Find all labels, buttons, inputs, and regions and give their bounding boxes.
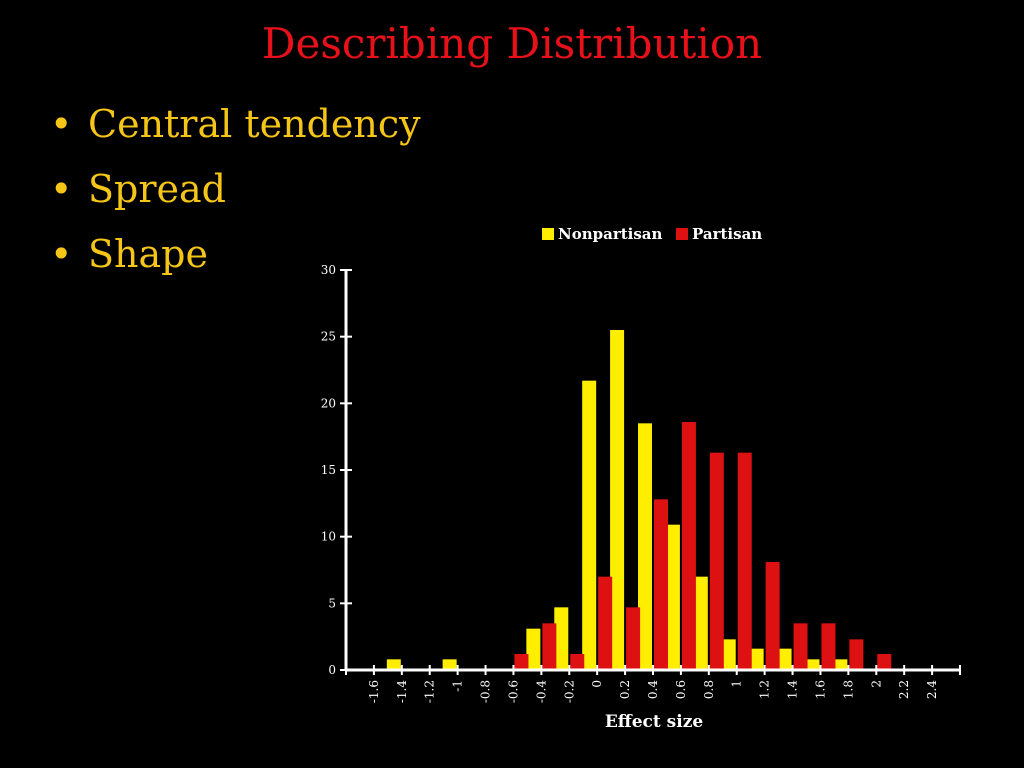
y-tick-label: 30 (321, 263, 336, 277)
bullet-item: • Spread (50, 157, 421, 222)
bar-partisan (877, 654, 892, 670)
legend-label-nonpartisan: Nonpartisan (558, 225, 663, 243)
bullet-glyph: • (50, 232, 73, 276)
x-tick-label: 0.6 (674, 680, 688, 699)
bar-nonpartisan (833, 659, 848, 670)
x-tick-label: -0.4 (534, 680, 548, 704)
x-tick-label: -1 (451, 680, 465, 692)
bar-partisan (542, 623, 557, 670)
bar-partisan (765, 562, 780, 670)
bullet-list: • Central tendency • Spread • Shape (50, 92, 421, 287)
bar-nonpartisan (582, 380, 597, 670)
x-tick-label: 0.4 (646, 680, 660, 699)
bullet-glyph: • (50, 102, 73, 146)
bar-nonpartisan (721, 639, 736, 670)
x-tick-label: 0.2 (618, 680, 632, 699)
bar-nonpartisan (554, 607, 569, 670)
bar-nonpartisan (805, 659, 820, 670)
bullet-item: • Shape (50, 222, 421, 287)
bar-nonpartisan (777, 648, 792, 670)
bullet-text: Shape (88, 232, 208, 276)
y-tick-label: 5 (328, 596, 336, 610)
bar-partisan (821, 623, 836, 670)
bar-partisan (793, 623, 808, 670)
bar-partisan (654, 499, 668, 670)
bullet-item: • Central tendency (50, 92, 421, 157)
bar-nonpartisan (638, 423, 652, 670)
chart-bars (386, 330, 892, 670)
bar-partisan (570, 654, 585, 670)
y-tick-label: 10 (321, 530, 336, 544)
bar-nonpartisan (665, 524, 680, 670)
bar-nonpartisan (693, 576, 708, 670)
bar-partisan (709, 452, 724, 670)
bullet-text: Central tendency (88, 102, 421, 146)
y-tick-label: 25 (321, 330, 336, 344)
chart-legend: Nonpartisan Partisan (542, 225, 762, 243)
x-tick-label: 0.8 (702, 680, 716, 699)
x-tick-label: 0 (590, 680, 604, 688)
bullet-glyph: • (50, 167, 73, 211)
bar-nonpartisan (442, 659, 457, 670)
bar-nonpartisan (749, 648, 764, 670)
bar-nonpartisan (386, 659, 401, 670)
y-tick-label: 15 (321, 463, 336, 477)
legend-swatch-nonpartisan (542, 228, 554, 240)
x-tick-label: -0.2 (562, 680, 576, 703)
legend-swatch-partisan (676, 228, 688, 240)
x-tick-label: 1.6 (813, 680, 827, 699)
y-tick-label: 20 (321, 396, 336, 410)
slide-title: Describing Distribution (261, 19, 763, 68)
x-tick-label: 2 (869, 680, 883, 688)
x-tick-label: -1.6 (367, 680, 381, 703)
bar-partisan (514, 654, 529, 670)
bullet-text: Spread (88, 167, 226, 211)
x-tick-label: -1.2 (423, 680, 437, 703)
bar-nonpartisan (526, 628, 541, 670)
x-tick-label: -0.6 (506, 680, 520, 703)
x-tick-label: 1.2 (758, 680, 772, 699)
x-tick-label: 2.4 (925, 680, 939, 699)
x-axis-title: Effect size (605, 712, 704, 732)
bar-partisan (849, 639, 864, 670)
bar-nonpartisan (610, 330, 625, 670)
bar-partisan (598, 576, 613, 670)
x-tick-label: 1.8 (841, 680, 855, 699)
bar-partisan (681, 422, 696, 670)
x-tick-label: -1.4 (395, 680, 409, 704)
bar-partisan (737, 452, 752, 670)
y-tick-label: 0 (328, 663, 336, 677)
x-tick-label: 1 (730, 680, 744, 688)
legend-label-partisan: Partisan (692, 225, 762, 243)
x-tick-label: 2.2 (897, 680, 911, 699)
x-tick-label: 1.4 (786, 680, 800, 699)
x-tick-label: -0.8 (479, 680, 493, 703)
bar-partisan (626, 607, 641, 670)
